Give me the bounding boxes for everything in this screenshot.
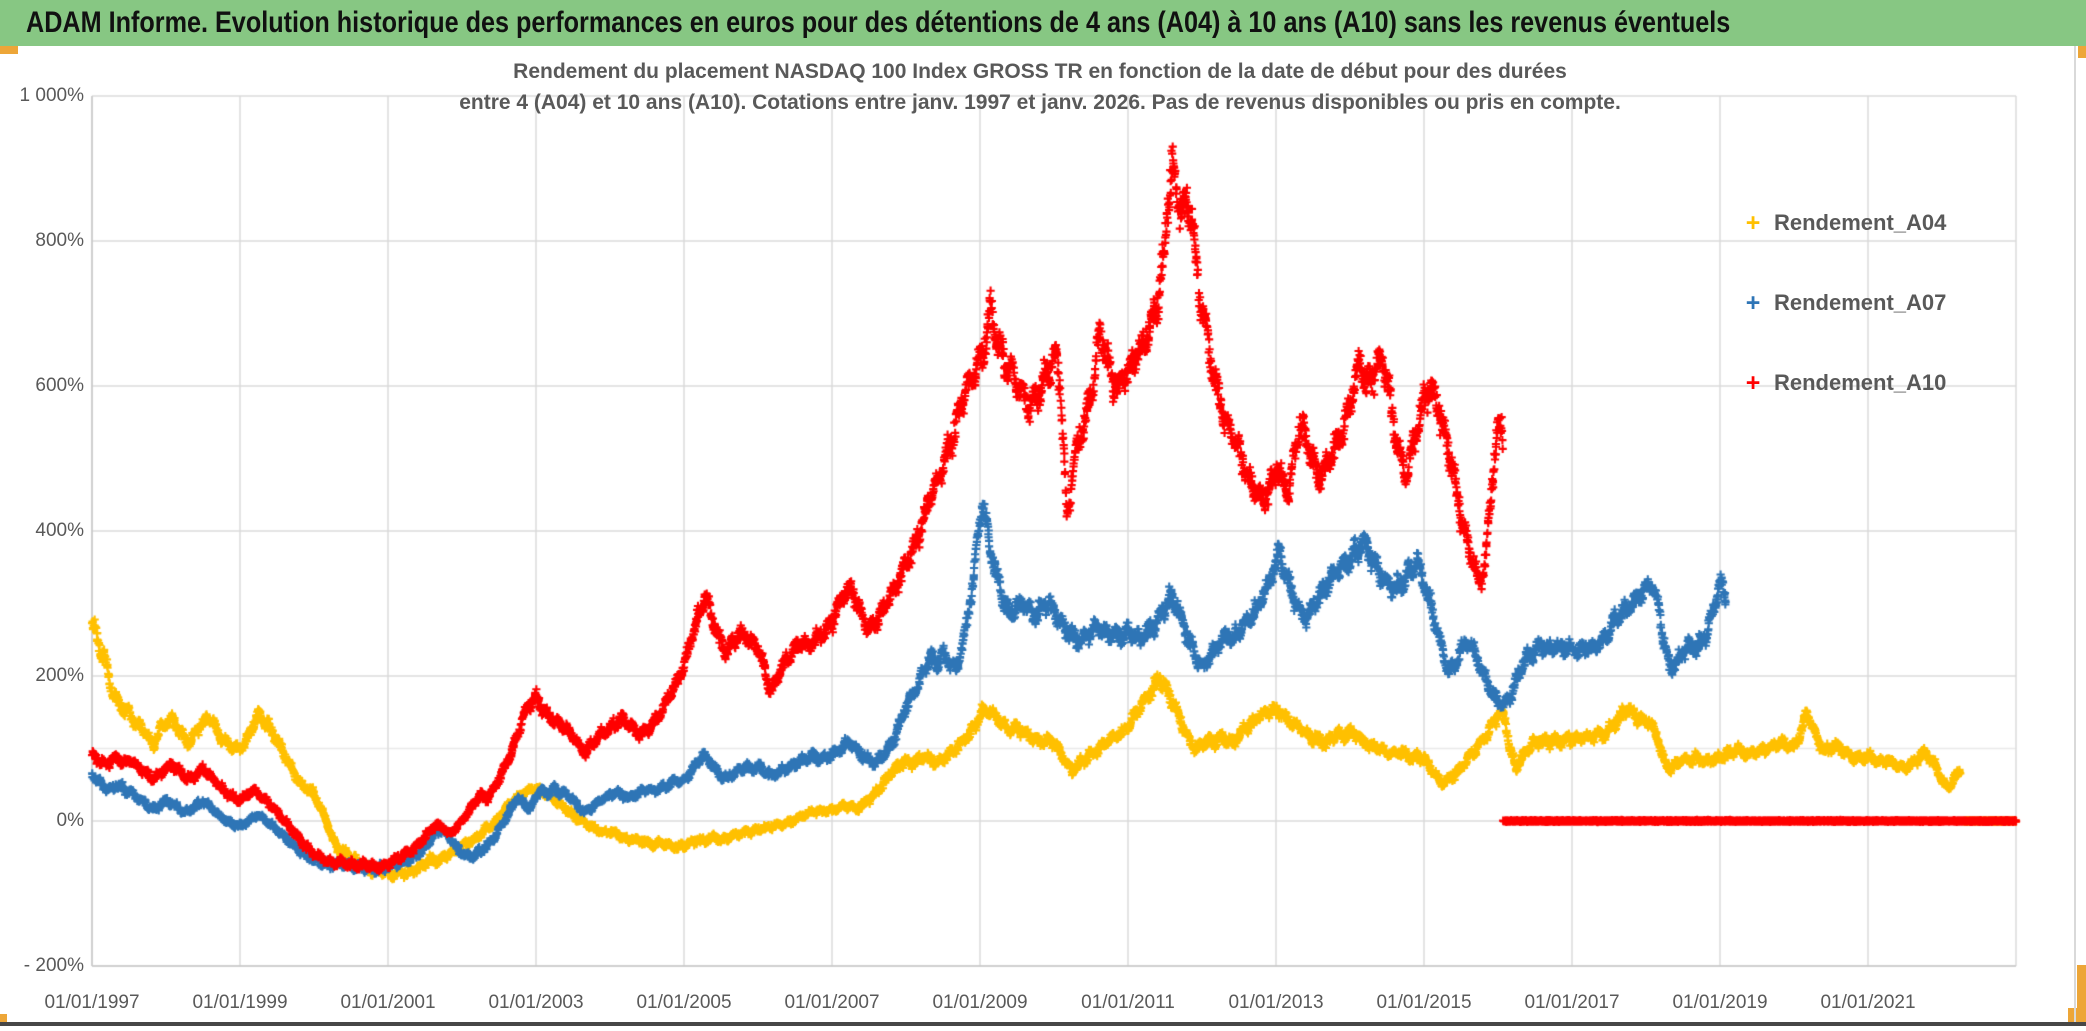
- legend-plus-marker-icon: +: [1745, 289, 1761, 317]
- gold-corner-bottom-right: [2077, 965, 2086, 1022]
- y-axis-tick-label: 200%: [35, 665, 84, 686]
- y-axis-tick-label: 600%: [35, 375, 84, 396]
- x-axis-tick-label: 01/01/2013: [1228, 992, 1324, 1013]
- legend-label: Rendement_A10: [1774, 370, 1947, 395]
- y-axis-tick-label: 1 000%: [19, 85, 84, 106]
- y-axis-tick-label: - 200%: [23, 955, 84, 976]
- x-axis-tick-label: 01/01/2003: [488, 992, 584, 1013]
- legend-item: + Rendement_A07: [1736, 288, 1947, 318]
- chart-title-line1: Rendement du placement NASDAQ 100 Index …: [513, 60, 1567, 83]
- x-axis-tick-label: 01/01/1999: [192, 992, 288, 1013]
- x-axis-tick-label: 01/01/2021: [1820, 992, 1916, 1013]
- x-axis-tick-label: 01/01/2005: [636, 992, 732, 1013]
- sheet-bottom-border: [0, 1022, 2086, 1026]
- x-axis-tick-label: 01/01/2017: [1524, 992, 1620, 1013]
- sheet-edge-line: [2074, 46, 2076, 1022]
- legend-label: Rendement_A04: [1774, 210, 1947, 235]
- x-axis-tick-label: 01/01/2001: [340, 992, 436, 1013]
- legend-label: Rendement_A07: [1774, 290, 1947, 315]
- chart-title-line2: entre 4 (A04) et 10 ans (A10). Cotations…: [459, 91, 1621, 114]
- title-banner: ADAM Informe. Evolution historique des p…: [0, 0, 2086, 46]
- legend-item: + Rendement_A10: [1736, 368, 1947, 398]
- gold-corner-top-left: [0, 46, 18, 54]
- y-axis-tick-label: 400%: [35, 520, 84, 541]
- gold-corner-top-right: [2078, 46, 2086, 58]
- x-axis-tick-label: 01/01/2019: [1672, 992, 1768, 1013]
- legend-plus-marker-icon: +: [1745, 369, 1761, 397]
- x-axis-tick-label: 01/01/2015: [1376, 992, 1472, 1013]
- x-axis-tick-label: 01/01/2007: [784, 992, 880, 1013]
- gold-corner-bottom-right-2: [2068, 1008, 2086, 1022]
- y-axis-tick-label: 0%: [56, 810, 84, 831]
- gold-corner-bottom-left: [0, 1014, 7, 1022]
- legend-item: + Rendement_A04: [1736, 208, 1947, 238]
- x-axis-tick-label: 01/01/2011: [1081, 992, 1175, 1013]
- x-axis-tick-label: 01/01/2009: [932, 992, 1028, 1013]
- banner-title: ADAM Informe. Evolution historique des p…: [26, 6, 1731, 39]
- y-axis-tick-label: 800%: [35, 230, 84, 251]
- legend-plus-marker-icon: +: [1745, 209, 1761, 237]
- x-axis-tick-label: 01/01/1997: [44, 992, 140, 1013]
